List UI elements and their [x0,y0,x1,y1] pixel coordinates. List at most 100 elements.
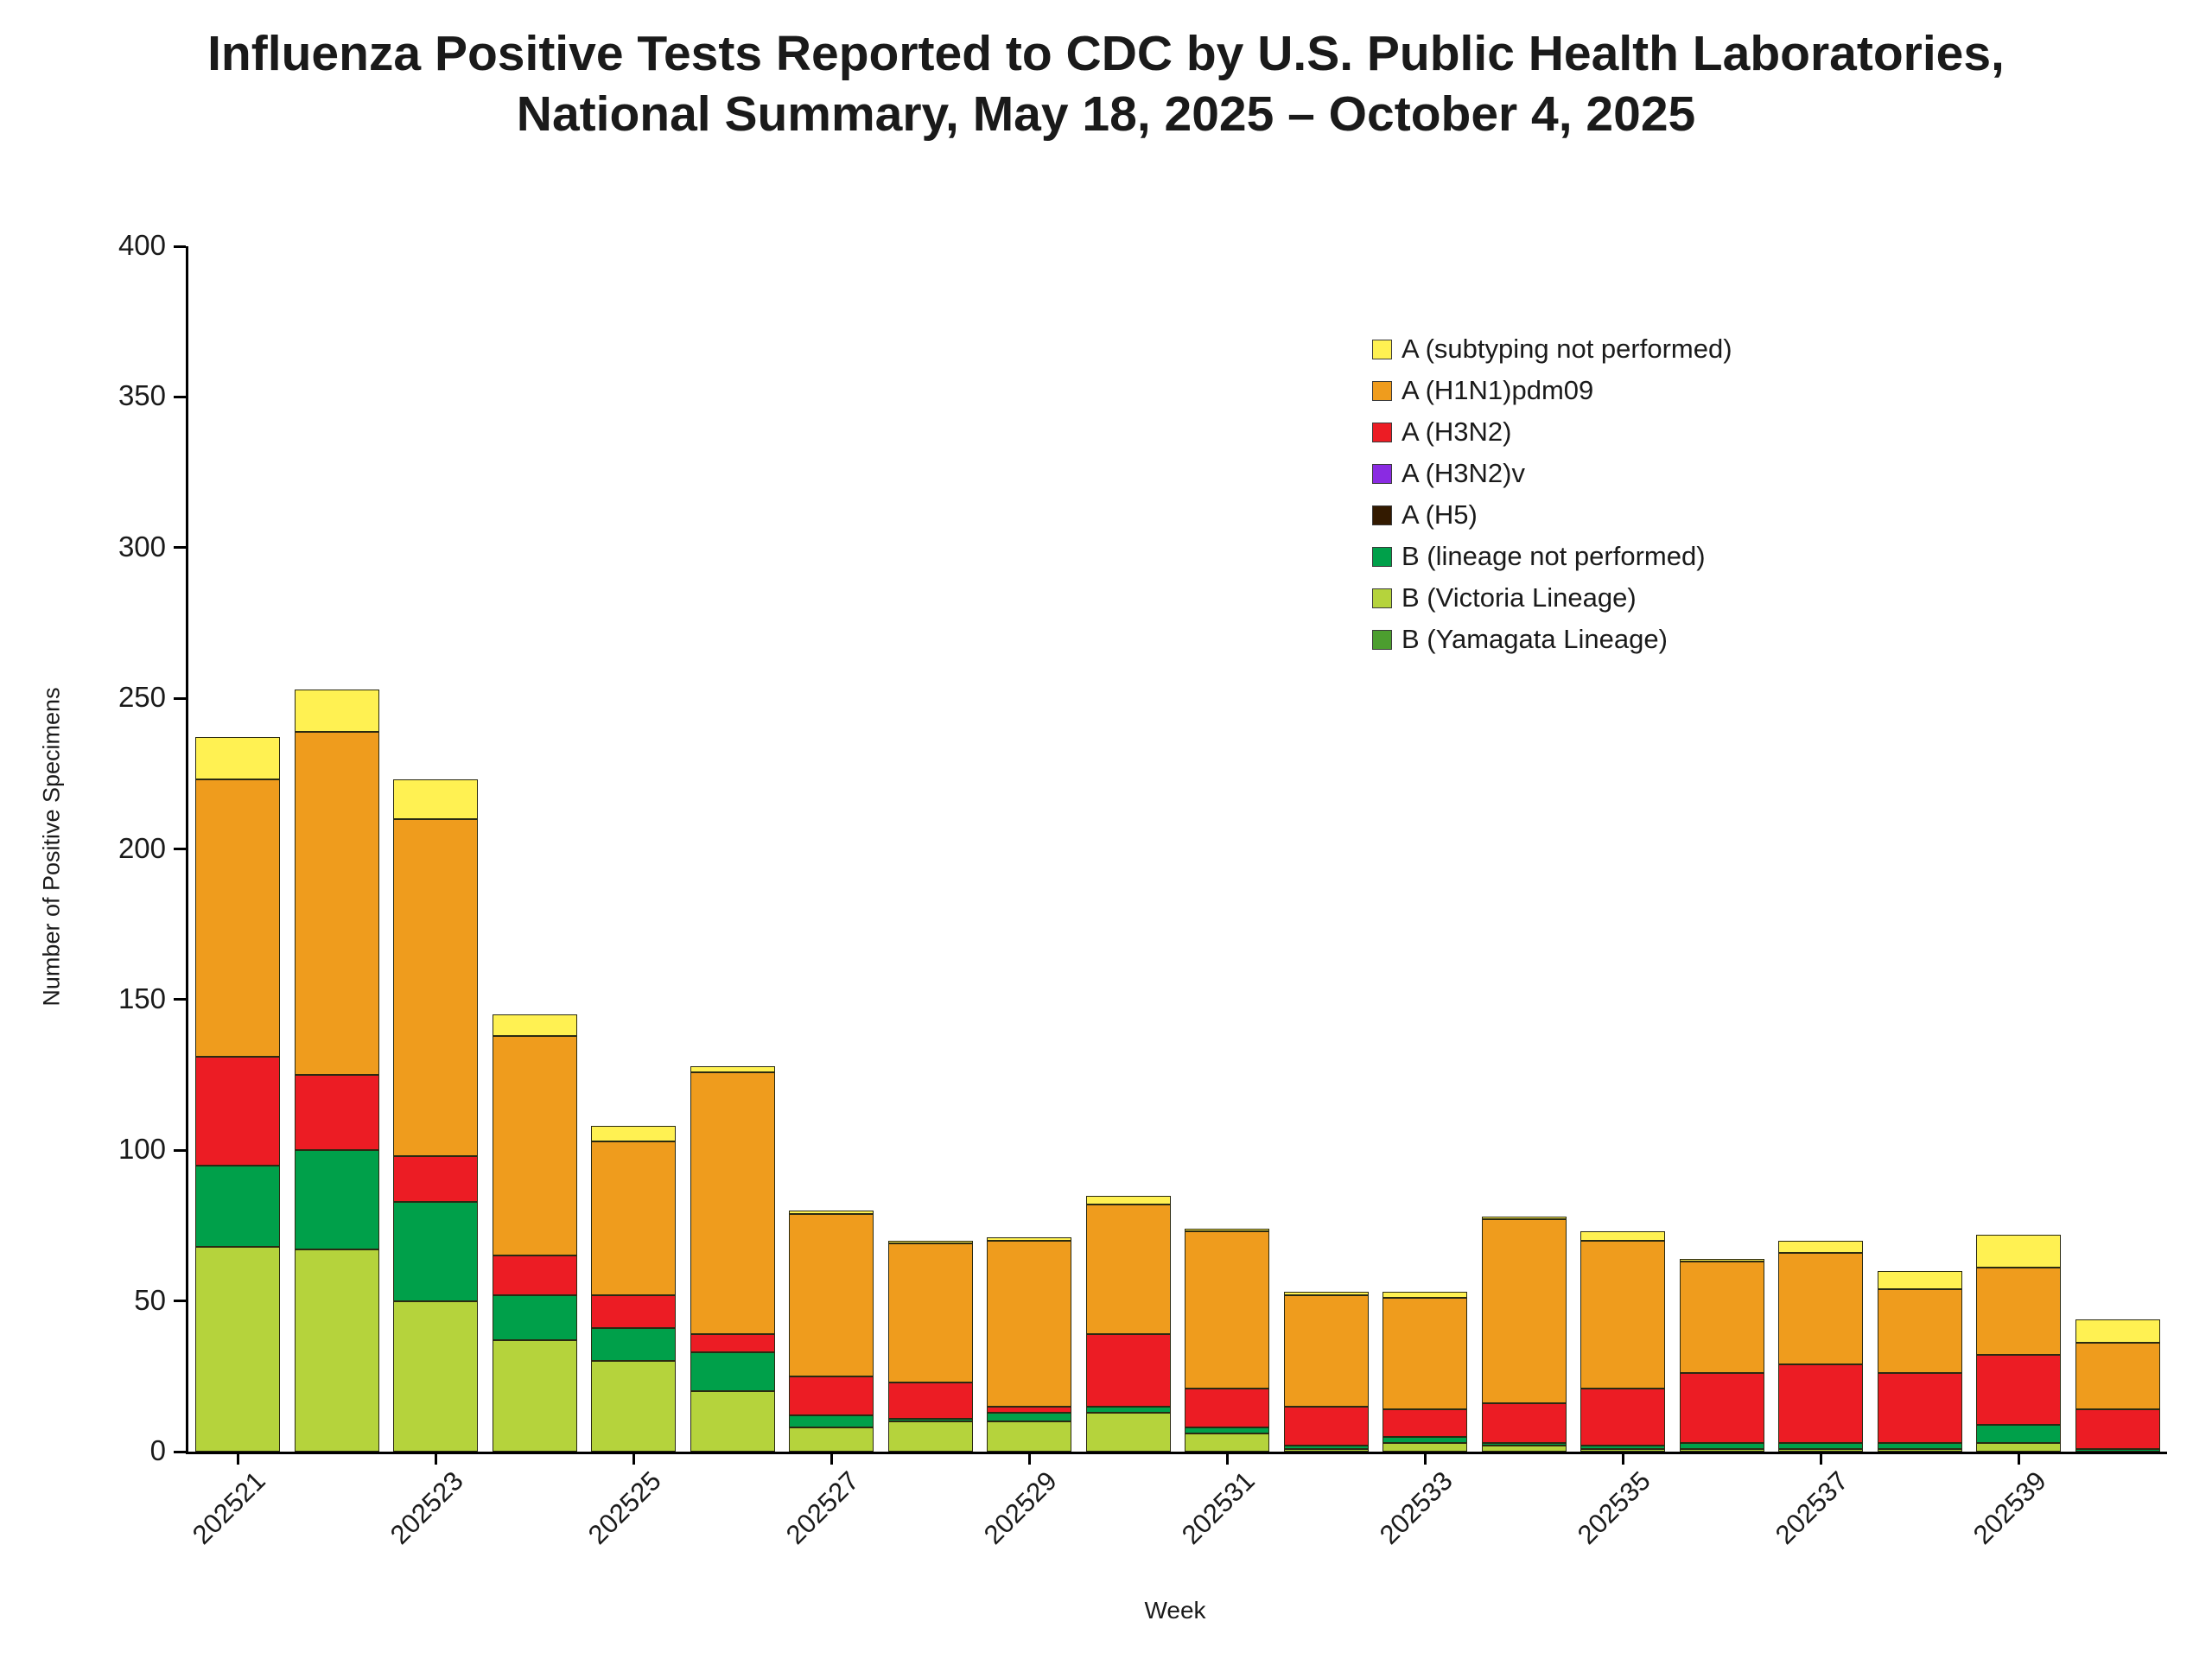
y-tick-label: 50 [134,1283,166,1316]
bar-202531 [1185,246,1270,1452]
bar-segment [887,1382,973,1419]
x-tick-label: 202531 [1176,1465,1261,1550]
x-tick-label: 202529 [978,1465,1063,1550]
x-tick-mark [1423,1454,1427,1465]
bar-segment [2075,1343,2160,1410]
y-tick-mark [174,245,186,248]
x-axis-label: Week [1144,1597,1206,1624]
bar-202538 [1877,246,1962,1452]
bar-segment [987,1406,1072,1413]
plot-area: 0 50 100 150 200 250 300 350 400 202521 202523 2025… [118,229,2167,1550]
bar-segment [1481,1446,1567,1452]
bar-segment [2075,1409,2160,1449]
y-tick-label: 150 [118,982,166,1014]
y-tick-label: 200 [118,831,166,864]
legend-item: A (H5) [1372,494,1732,536]
bar-segment [1580,1231,1666,1241]
bar-segment [1877,1288,1962,1374]
bar-202536 [1679,246,1764,1452]
bar-segment [393,1201,479,1301]
bar-segment [1283,1406,1369,1446]
bar-segment [2075,1319,2160,1344]
bar-segment [1481,1442,1567,1446]
bar-segment [492,1014,577,1036]
bar-segment [690,1065,775,1072]
bar-segment [393,779,479,819]
y-tick-mark [174,546,186,550]
y-tick-mark [174,1148,186,1152]
bar-segment [1580,1240,1666,1389]
chart-title-line-1: Influenza Positive Tests Reported to CDC… [207,26,2005,81]
bar-segment [690,1334,775,1352]
bar-segment [789,1415,874,1428]
legend-swatch-icon [1372,588,1392,608]
bar-segment [1778,1448,1864,1452]
bar-segment [195,779,281,1058]
y-tick-label: 300 [118,530,166,563]
bar-segment [690,1071,775,1334]
bar-segment [1481,1403,1567,1443]
x-tick-label: 202537 [1770,1465,1854,1550]
x-tick-mark [632,1454,635,1465]
x-tick-mark [1225,1454,1229,1465]
bar-segment [195,1246,281,1452]
y-tick-label: 100 [118,1133,166,1166]
bar-202521 [195,246,281,1452]
bar-segment [1976,1268,2062,1356]
bar-segment [887,1240,973,1244]
y-tick-mark [174,696,186,700]
bar-segment [1976,1424,2062,1443]
bar-segment [1778,1442,1864,1449]
bar-segment [591,1294,677,1329]
x-tick-mark [236,1454,239,1465]
bar-segment [1976,1355,2062,1425]
legend-label: A (H1N1)pdm09 [1402,375,1594,405]
x-tick-label: 202521 [187,1465,271,1550]
x-tick-label: 202535 [1572,1465,1656,1550]
bar-segment [492,1339,577,1452]
bar-segment [789,1213,874,1376]
bar-segment [195,737,281,780]
bar-202527 [789,246,874,1452]
legend-swatch-icon [1372,463,1392,484]
legend-item: A (H1N1)pdm09 [1372,370,1732,411]
bar-segment [1679,1258,1764,1262]
bar-segment [1976,1234,2062,1268]
bar-segment [1877,1442,1962,1449]
bar-segment [1580,1448,1666,1452]
x-tick-label: 202533 [1374,1465,1459,1550]
bar-segment [1283,1294,1369,1407]
y-tick-mark [174,1300,186,1303]
bar-segment [1085,1334,1171,1407]
bar-segment [1877,1270,1962,1289]
bar-segment [294,689,379,732]
legend-label: A (H5) [1402,499,1478,530]
x-tick-mark [1621,1454,1624,1465]
bar-202537 [1778,246,1864,1452]
bar-segment [1382,1298,1468,1410]
bar-segment [492,1294,577,1340]
bar-segment [887,1243,973,1382]
bar-segment [1877,1373,1962,1443]
bar-segment [1976,1442,2062,1452]
bar-202533 [1382,246,1468,1452]
bar-202540 [2075,246,2160,1452]
bar-202524 [492,246,577,1452]
x-tick-label: 202523 [385,1465,469,1550]
bar-segment [393,1300,479,1452]
bar-segment [1185,1388,1270,1428]
bar-segment [789,1211,874,1214]
bar-segment [1085,1412,1171,1452]
x-tick-mark [830,1454,833,1465]
bar-segment [1778,1363,1864,1443]
bar-segment [887,1421,973,1452]
bar-202526 [690,246,775,1452]
bar-segment [1185,1231,1270,1389]
bar-segment [294,731,379,1076]
bar-segment [1382,1436,1468,1443]
bar-segment [1382,1292,1468,1299]
bar-segment [887,1418,973,1422]
bar-segment [1382,1409,1468,1437]
bar-segment [393,818,479,1157]
